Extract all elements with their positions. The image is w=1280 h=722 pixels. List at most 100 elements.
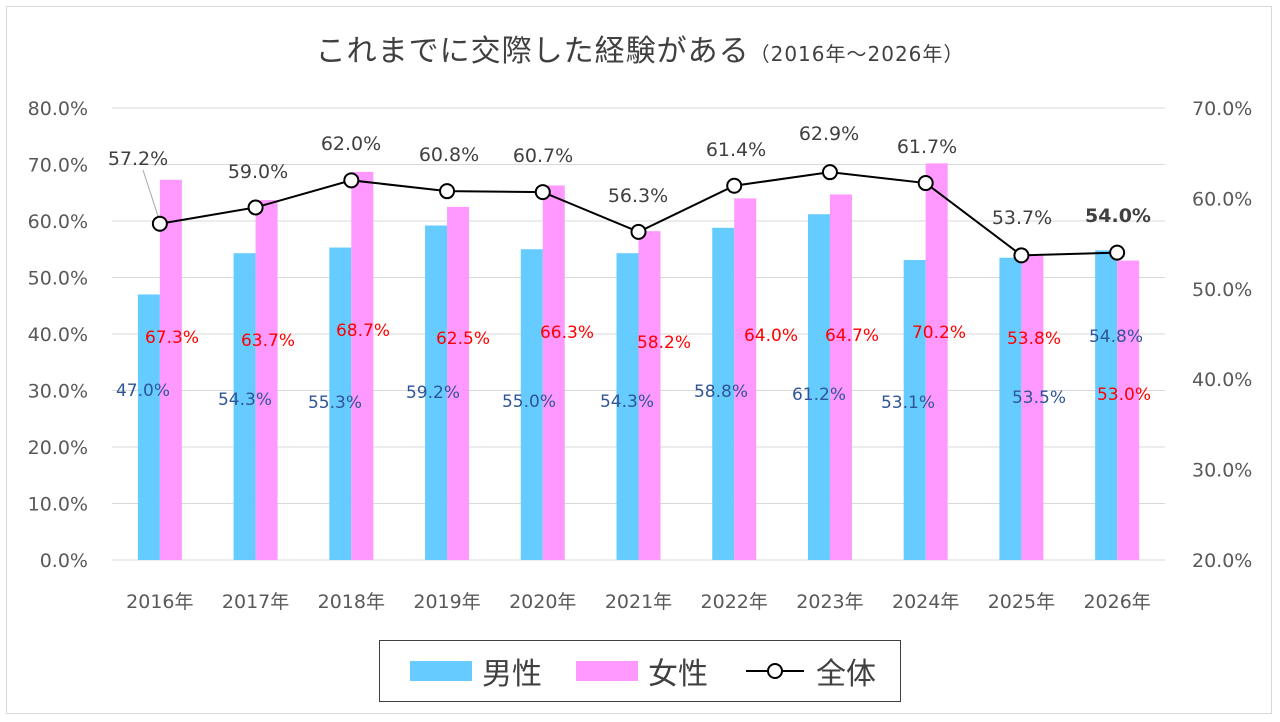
y-tick-label: 80.0% <box>28 98 88 120</box>
legend-item-female: 女性 <box>576 653 708 692</box>
data-label-male: 54.3% <box>600 392 654 412</box>
data-label-total: 61.7% <box>897 136 957 158</box>
leader-line <box>142 169 159 217</box>
x-tick-label: 2023年 <box>796 591 863 613</box>
data-label-total: 53.7% <box>992 207 1052 229</box>
total-point <box>1013 247 1030 264</box>
data-label-total: 54.0% <box>1085 205 1151 227</box>
x-tick-label: 2021年 <box>605 591 672 613</box>
y-tick-label: 10.0% <box>28 494 88 516</box>
data-label-male: 47.0% <box>116 381 170 401</box>
x-tick-label: 2018年 <box>318 591 385 613</box>
data-label-total: 57.2% <box>108 148 168 170</box>
legend: 男性 女性 全体 <box>379 640 901 702</box>
y-tick-label: 50.0% <box>28 268 88 290</box>
data-label-female: 64.0% <box>744 326 798 346</box>
y-tick-label: 40.0% <box>28 324 88 346</box>
data-label-male: 53.1% <box>881 393 935 413</box>
bar-female <box>1021 256 1044 560</box>
bar-male <box>616 253 639 560</box>
bar-female <box>159 179 182 560</box>
data-label-female: 58.2% <box>637 333 691 353</box>
data-label-total: 62.0% <box>321 133 381 155</box>
data-label-male: 58.8% <box>694 382 748 402</box>
bar-female <box>255 200 278 560</box>
x-tick-label: 2026年 <box>1083 591 1150 613</box>
data-label-male: 55.3% <box>308 393 362 413</box>
x-tick-label: 2024年 <box>892 591 959 613</box>
x-tick-label: 2022年 <box>701 591 768 613</box>
total-point <box>726 177 743 194</box>
legend-label-male: 男性 <box>482 657 542 692</box>
bar-male <box>329 247 352 560</box>
axes: 0.0% 10.0% 20.0% 30.0% 40.0% 50.0% 60.0% 70.0% 8… <box>28 98 1253 613</box>
data-label-total: 60.7% <box>513 145 573 167</box>
data-label-total: 59.0% <box>228 161 288 183</box>
y-tick-label: 60.0% <box>28 211 88 233</box>
y2-tick-label: 30.0% <box>1192 460 1252 482</box>
chart-title: これまでに交際した経験がある（2016年～2026年） <box>0 26 1280 70</box>
bars <box>137 163 1140 561</box>
bar-male <box>137 294 160 560</box>
bar-male <box>903 259 926 560</box>
y-tick-label: 70.0% <box>28 155 88 177</box>
total-line <box>142 164 1126 264</box>
legend-label-total: 全体 <box>816 657 876 692</box>
total-point <box>821 164 838 181</box>
data-label-total: 61.4% <box>706 139 766 161</box>
y-tick-label: 0.0% <box>40 550 88 572</box>
x-tick-label: 2017年 <box>222 591 289 613</box>
bar-female <box>925 163 948 560</box>
bar-female <box>351 171 374 560</box>
total-point <box>1109 244 1126 261</box>
bar-female <box>1117 260 1140 560</box>
data-label-male: 55.0% <box>502 392 556 412</box>
data-label-female: 66.3% <box>540 323 594 343</box>
bar-female <box>638 231 661 561</box>
bar-male <box>807 214 830 560</box>
y-tick-label: 30.0% <box>28 381 88 403</box>
legend-item-male: 男性 <box>410 653 542 692</box>
data-labels: 47.0% 67.3% 54.3% 63.7% 55.3% 68.7% 59.2% 62.5%… <box>108 123 1151 413</box>
data-label-total: 56.3% <box>608 185 668 207</box>
total-point <box>151 215 168 232</box>
bar-female <box>542 185 565 560</box>
data-label-male: 61.2% <box>792 385 846 405</box>
legend-swatch-male <box>410 661 472 681</box>
y2-tick-label: 60.0% <box>1192 188 1252 210</box>
data-label-female: 70.2% <box>912 323 966 343</box>
data-label-male: 53.5% <box>1012 388 1066 408</box>
data-label-female: 64.7% <box>825 326 879 346</box>
data-label-female: 68.7% <box>336 321 390 341</box>
data-label-male: 59.2% <box>406 383 460 403</box>
bar-male <box>999 257 1022 560</box>
data-label-female: 62.5% <box>436 329 490 349</box>
total-point <box>247 199 264 216</box>
bar-male <box>712 227 735 560</box>
total-point <box>630 223 647 240</box>
y-tick-label: 20.0% <box>28 437 88 459</box>
y2-tick-label: 70.0% <box>1192 98 1252 120</box>
chart-title-sub: （2016年～2026年） <box>749 42 965 66</box>
bar-female <box>829 194 852 560</box>
data-label-male: 54.3% <box>218 390 272 410</box>
y2-tick-label: 40.0% <box>1192 369 1252 391</box>
bar-male <box>1095 250 1118 560</box>
legend-label-female: 女性 <box>648 657 708 692</box>
data-label-female: 63.7% <box>241 331 295 351</box>
data-label-total: 62.9% <box>799 123 859 145</box>
legend-item-total: 全体 <box>744 653 876 692</box>
data-label-male: 54.8% <box>1089 327 1143 347</box>
legend-line-marker <box>746 663 804 679</box>
total-point <box>917 175 934 192</box>
total-point <box>343 172 360 189</box>
legend-swatch-female <box>576 661 638 681</box>
bar-male <box>233 253 256 560</box>
bar-male <box>425 225 448 560</box>
data-label-female: 67.3% <box>145 328 199 348</box>
data-label-total: 60.8% <box>419 144 479 166</box>
total-point <box>439 183 456 200</box>
chart-frame <box>6 6 1272 714</box>
x-tick-label: 2020年 <box>509 591 576 613</box>
